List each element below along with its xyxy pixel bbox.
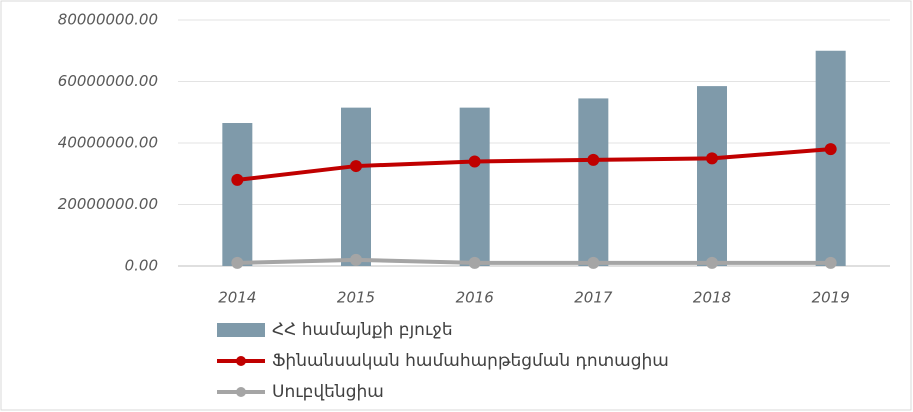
x-tick-label: 2018	[693, 289, 731, 307]
marker	[587, 153, 600, 166]
marker	[587, 256, 600, 269]
legend-marker	[236, 356, 246, 366]
line	[237, 257, 831, 265]
marker	[350, 253, 362, 266]
legend-marker	[236, 387, 246, 397]
legend-swatch	[217, 323, 265, 337]
marker	[824, 256, 837, 269]
y-tick-label: 80000000.00	[58, 11, 158, 29]
y-tick-label: 60000000.00	[58, 72, 158, 90]
x-tick-label: 2014	[218, 289, 256, 307]
bar	[815, 50, 846, 266]
legend-label: ՀՀ համայնքի բյուջե	[272, 320, 453, 340]
x-tick-label: 2015	[337, 289, 375, 307]
x-tick-label: 2016	[456, 289, 494, 307]
x-tick-label: 2019	[812, 289, 850, 307]
legend-entry: Ֆինանսական համահարթեցման դոտացիա	[217, 351, 669, 371]
marker	[231, 173, 244, 186]
x-tick-label: 2017	[574, 289, 613, 307]
marker	[468, 155, 481, 168]
marker	[824, 143, 837, 156]
bar	[697, 86, 727, 266]
y-tick-label: 40000000.00	[58, 134, 158, 152]
marker	[706, 152, 718, 165]
bar	[459, 107, 490, 266]
bar	[578, 98, 609, 266]
legend-label: Ֆինանսական համահարթեցման դոտացիա	[272, 351, 669, 371]
line	[237, 147, 831, 182]
y-tick-label: 0.00	[125, 257, 158, 275]
bar	[341, 107, 371, 266]
legend-label: Սուբվենցիա	[272, 382, 384, 402]
legend-entry: Սուբվենցիա	[217, 382, 384, 402]
marker	[706, 256, 718, 269]
marker	[231, 256, 244, 269]
bar	[222, 123, 253, 266]
y-tick-label: 20000000.00	[58, 195, 158, 213]
marker	[468, 256, 481, 269]
legend-entry: ՀՀ համայնքի բյուջե	[217, 320, 453, 340]
marker	[350, 160, 362, 173]
